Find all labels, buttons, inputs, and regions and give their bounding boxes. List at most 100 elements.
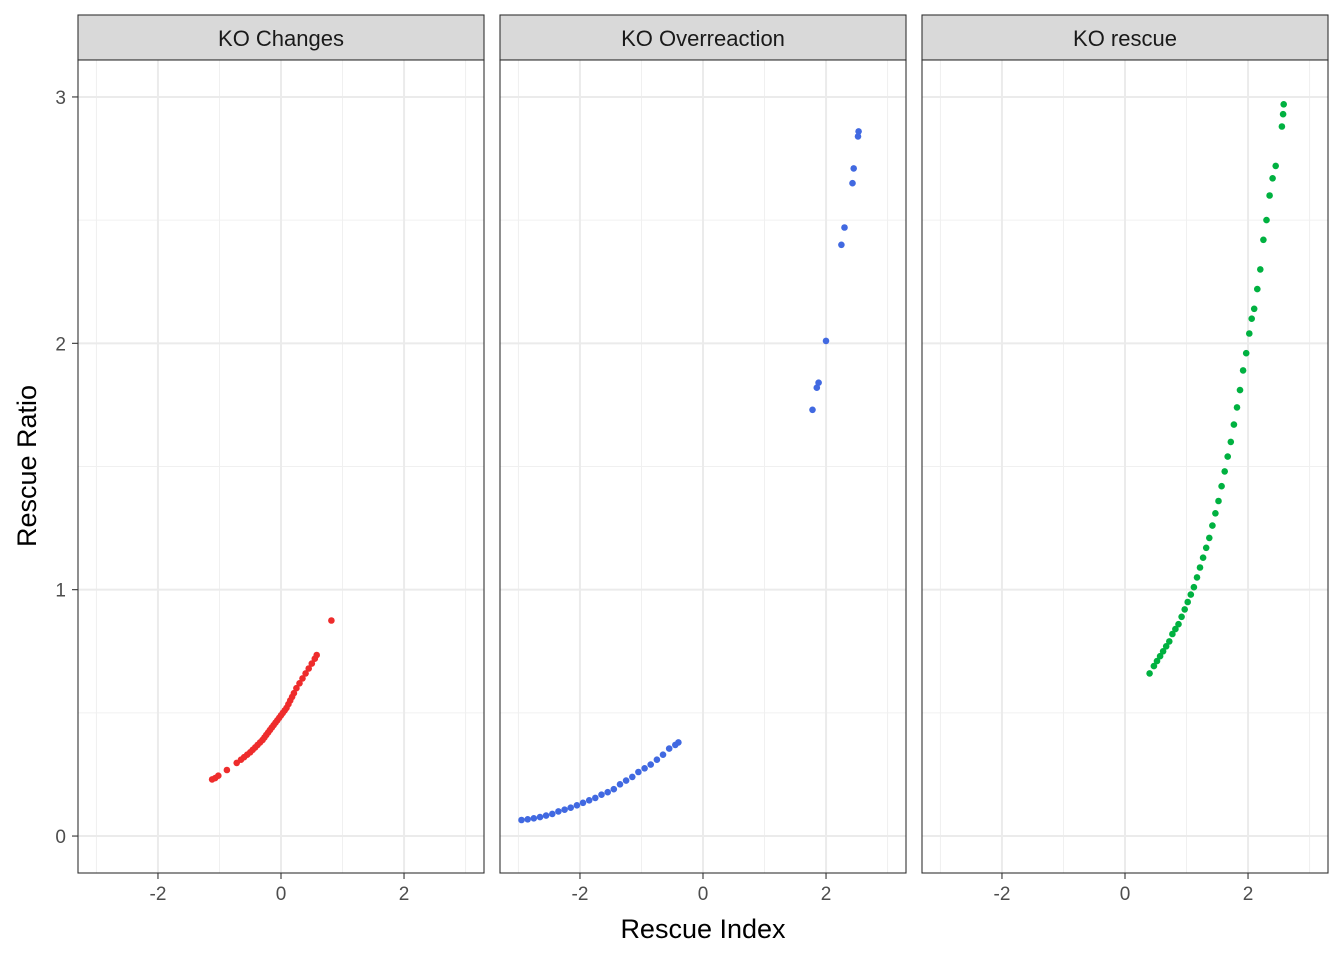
data-point <box>1279 110 1287 118</box>
x-tick-label: 2 <box>1243 884 1254 905</box>
data-point <box>1209 522 1216 529</box>
data-point <box>1212 510 1219 517</box>
y-axis-title: Rescue Ratio <box>12 385 42 547</box>
data-point <box>854 133 862 140</box>
x-tick-label: -2 <box>572 884 589 905</box>
data-point <box>1215 497 1222 505</box>
data-point <box>1199 554 1207 561</box>
data-point <box>665 745 673 752</box>
facet-panels: KO Changes-2 0 2KO Overreaction-2 0 2KO resc… <box>77 14 1329 905</box>
y-tick-label: 2 <box>55 334 66 355</box>
data-point <box>1218 482 1225 490</box>
data-point <box>1254 285 1261 293</box>
data-point <box>1206 534 1213 542</box>
data-point <box>610 785 618 793</box>
facet-panel: KO rescue -2 0 2 <box>921 14 1329 905</box>
data-point <box>1166 638 1173 645</box>
data-point <box>1266 192 1273 199</box>
data-point <box>549 810 556 818</box>
data-point <box>629 773 636 781</box>
data-point <box>813 384 821 392</box>
data-point <box>1269 175 1276 182</box>
data-point <box>1278 123 1286 130</box>
facet-strip <box>499 14 907 61</box>
facet-strip-label: KO Overreaction <box>621 26 785 51</box>
data-point <box>524 816 531 823</box>
data-point <box>1159 648 1167 655</box>
data-point <box>1202 544 1210 552</box>
data-point <box>1246 330 1253 337</box>
data-point <box>1172 625 1179 633</box>
data-point <box>647 761 654 768</box>
data-point <box>293 684 300 692</box>
data-point <box>1233 404 1241 411</box>
x-tick-label: 2 <box>399 884 410 905</box>
facet-strip-label: KO Changes <box>218 26 344 51</box>
x-tick-label: 0 <box>276 884 287 905</box>
data-point <box>573 802 581 809</box>
data-point <box>1190 583 1198 591</box>
data-point <box>328 617 335 624</box>
data-point <box>305 665 313 672</box>
facet-strip-label: KO rescue <box>1073 26 1177 51</box>
data-point <box>1221 468 1228 475</box>
facet-strip <box>77 14 485 61</box>
data-point <box>659 751 667 758</box>
data-point <box>215 772 222 779</box>
data-point <box>1236 386 1244 394</box>
data-point <box>1146 670 1153 677</box>
data-point <box>1224 453 1231 460</box>
data-point <box>1260 236 1267 244</box>
data-point <box>1178 613 1185 621</box>
data-point <box>592 794 599 802</box>
data-point <box>838 241 845 249</box>
data-point <box>1181 606 1188 613</box>
x-tick-label: 0 <box>698 884 709 905</box>
data-point <box>1239 367 1247 374</box>
data-point <box>616 781 624 788</box>
facet-strip <box>921 14 1329 61</box>
data-point <box>299 675 306 682</box>
facet-panel: KO Changes -2 0 2 <box>77 14 485 905</box>
x-tick-label: 0 <box>1120 884 1131 905</box>
data-point <box>1193 574 1201 581</box>
data-point <box>223 766 231 774</box>
data-point <box>1153 657 1161 665</box>
y-tick-label: 0 <box>55 827 66 848</box>
data-point <box>1263 216 1270 224</box>
data-point <box>1184 598 1191 606</box>
x-axis-title: Rescue Index <box>620 914 786 944</box>
data-point <box>1156 652 1164 660</box>
data-point <box>585 797 593 804</box>
x-tick-label: 2 <box>821 884 832 905</box>
data-point <box>555 808 562 815</box>
y-axis: 0 1 2 3 <box>55 88 78 848</box>
data-point <box>290 689 298 697</box>
y-tick-label: 3 <box>55 88 66 109</box>
data-point <box>1280 101 1287 108</box>
data-point <box>622 777 630 784</box>
data-point <box>598 791 605 798</box>
data-point <box>841 224 848 231</box>
data-point <box>1187 591 1195 598</box>
data-point <box>530 815 538 822</box>
x-tick-label: -2 <box>150 884 167 905</box>
facet-panel: KO Overreaction -2 0 2 <box>499 14 907 905</box>
data-point <box>822 337 830 345</box>
data-point <box>302 670 309 677</box>
data-point <box>308 660 316 667</box>
data-point <box>1257 266 1264 273</box>
x-tick-label: -2 <box>994 884 1011 905</box>
data-point <box>1175 620 1182 628</box>
data-point <box>850 165 857 172</box>
y-tick-label: 1 <box>55 581 66 602</box>
data-point <box>604 788 611 796</box>
data-point <box>815 379 822 387</box>
data-point <box>641 765 648 772</box>
data-point <box>1272 162 1279 170</box>
data-point <box>542 812 550 819</box>
data-point <box>1169 630 1176 638</box>
data-point <box>809 406 816 414</box>
data-point <box>1230 421 1238 428</box>
